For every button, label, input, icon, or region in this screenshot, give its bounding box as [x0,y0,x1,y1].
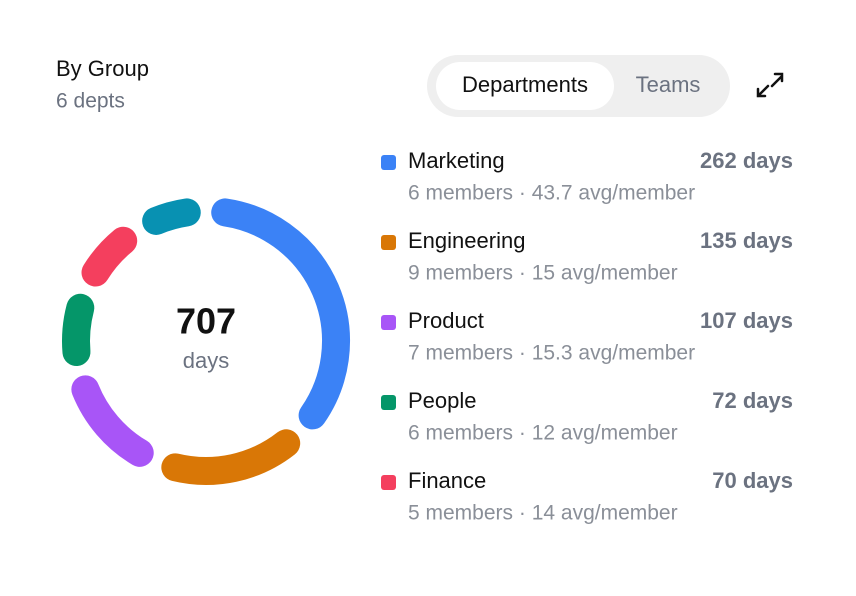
legend-detail: 6 members · 12 avg/member [408,422,678,445]
legend-swatch [381,155,396,170]
legend-name: Product [408,308,484,333]
legend-swatch [381,395,396,410]
legend-name: Engineering [408,228,525,253]
tab[interactable]: Teams [636,72,701,97]
legend-detail: 6 members · 43.7 avg/member [408,182,695,205]
expand-icon[interactable] [756,72,784,98]
legend-value: 262 days [700,148,793,173]
legend-name: Marketing [408,148,505,173]
legend-value: 72 days [712,388,793,413]
donut-segment [161,429,301,485]
title: By Group [56,56,149,81]
total-label: days [183,348,229,373]
legend-value: 70 days [712,468,793,493]
legend-value: 135 days [700,228,793,253]
legend-name: People [408,388,477,413]
donut-segment [142,198,201,235]
tab-selected-bg [436,62,614,110]
legend-swatch [381,475,396,490]
donut-segment [211,198,350,430]
legend-swatch [381,235,396,250]
legend-swatch [381,315,396,330]
legend-name: Finance [408,468,486,493]
subtitle: 6 depts [56,90,125,113]
legend-value: 107 days [700,308,793,333]
legend-detail: 5 members · 14 avg/member [408,502,678,525]
legend-detail: 9 members · 15 avg/member [408,262,678,285]
legend-detail: 7 members · 15.3 avg/member [408,342,695,365]
donut-segment [81,226,138,287]
tab[interactable]: Departments [462,72,588,97]
donut-segment [62,293,95,367]
total: 707 [176,301,236,342]
donut-segment [71,375,154,467]
